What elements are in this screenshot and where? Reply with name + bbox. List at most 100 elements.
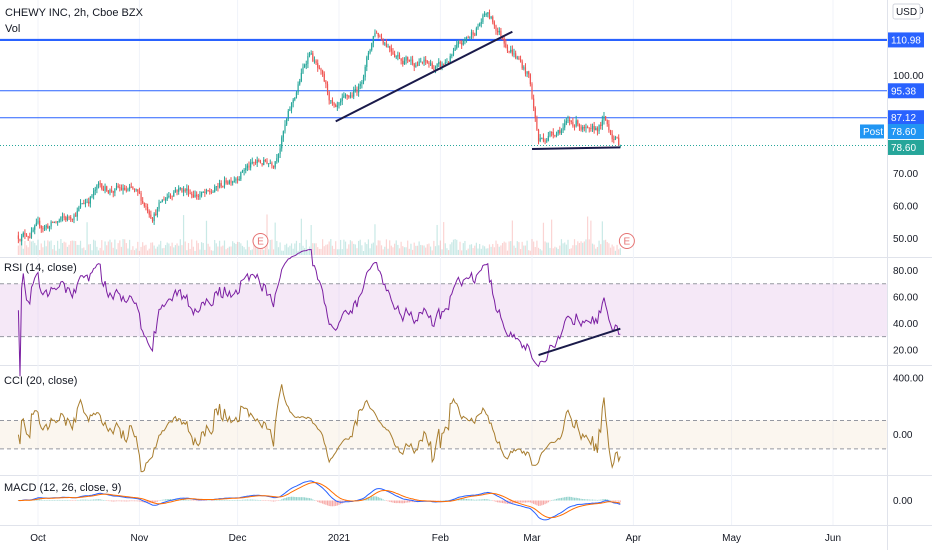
macd-histogram-bar — [410, 500, 412, 503]
macd-histogram-bar — [284, 498, 286, 501]
macd-histogram-bar — [199, 500, 201, 502]
time-axis-label: Apr — [626, 533, 642, 544]
macd-histogram-bar — [392, 500, 394, 503]
candle-body — [294, 97, 296, 100]
candle-body — [32, 229, 34, 232]
candle-body — [168, 195, 170, 198]
macd-histogram-bar — [555, 498, 558, 501]
candle-body — [148, 211, 150, 215]
macd-histogram-bar — [214, 500, 216, 501]
macd-histogram-bar — [402, 500, 404, 504]
macd-histogram-bar — [102, 500, 105, 501]
candle-body — [493, 22, 495, 26]
volume-bar — [282, 250, 284, 255]
macd-histogram-bar — [94, 499, 96, 501]
candle-body — [307, 56, 309, 64]
candle-body — [22, 232, 24, 237]
currency-badge[interactable]: USD — [892, 3, 921, 20]
macd-histogram-bar — [469, 499, 471, 501]
candle-body — [102, 189, 105, 191]
candle-body — [331, 100, 334, 103]
candle-body — [199, 195, 201, 197]
time-axis-label: Nov — [131, 533, 149, 544]
macd-histogram-bar — [323, 500, 325, 505]
candle-body — [313, 60, 316, 62]
earnings-label: E — [257, 237, 264, 248]
volume-bar — [565, 244, 567, 255]
volume-bar — [295, 240, 298, 255]
macd-histogram-bar — [107, 500, 109, 502]
price-tag-bg — [888, 32, 924, 48]
macd-histogram-bar — [286, 497, 288, 501]
volume-bar — [317, 247, 319, 255]
volume-bar — [416, 245, 419, 255]
candle-body — [547, 135, 549, 141]
candle-body — [318, 67, 320, 69]
candle-body — [395, 56, 397, 58]
volume-bar — [122, 239, 124, 255]
candle-body — [300, 72, 302, 82]
macd-histogram-bar — [333, 500, 335, 507]
macd-histogram-bar — [493, 500, 495, 502]
macd-histogram-bar — [619, 500, 621, 502]
volume-bar — [271, 239, 273, 255]
time-axis[interactable]: Oct Nov Dec 2021 Feb Mar Apr May Jun — [30, 533, 841, 544]
candle-body — [143, 202, 145, 207]
volume-bar — [313, 243, 316, 255]
macd-histogram-bar — [501, 500, 504, 504]
volume-bar — [109, 239, 111, 255]
candle-body — [254, 162, 257, 164]
candle-body — [86, 201, 88, 203]
volume-bar — [564, 242, 566, 255]
volume-bar — [410, 243, 412, 255]
volume-bar — [434, 246, 437, 255]
volume-bar — [477, 248, 479, 255]
volume-bar — [515, 247, 517, 255]
macd-histogram-bar — [475, 499, 477, 501]
macd-histogram-bar — [474, 499, 476, 501]
volume-bar — [426, 244, 428, 255]
volume-bar — [140, 246, 142, 255]
volume-bar — [560, 239, 563, 255]
candle-body — [465, 37, 468, 39]
volume-bar — [573, 239, 576, 255]
macd-histogram-bar — [289, 496, 291, 501]
candle-body — [380, 37, 383, 40]
volume-bar — [395, 240, 397, 255]
volume-bar — [281, 250, 283, 255]
volume-bar — [425, 247, 427, 255]
macd-histogram-bar — [546, 500, 548, 504]
volume-bar — [230, 246, 232, 255]
macd-histogram-bar — [492, 500, 494, 501]
volume-bar — [179, 239, 181, 255]
macd-histogram-bar — [519, 500, 522, 503]
earnings-marker: E — [252, 233, 269, 249]
price-axis[interactable]: 110.9895.3887.1278.60Post78.60120.00100.… — [860, 6, 924, 507]
candle-body — [158, 202, 160, 209]
macd-histogram-bar — [142, 500, 144, 503]
volume-bar — [63, 241, 65, 255]
macd-histogram-bar — [542, 500, 545, 505]
volume-bar — [320, 248, 322, 255]
volume-bar — [37, 239, 39, 255]
volume-bar — [125, 243, 127, 255]
trendlines[interactable] — [335, 30, 621, 151]
macd-histogram-bar — [524, 500, 527, 503]
macd-histogram-bar — [119, 500, 121, 502]
candle-body — [591, 125, 594, 129]
candle-body — [197, 195, 199, 197]
horizontal-levels[interactable] — [0, 38, 887, 146]
macd-histogram-bar — [153, 500, 155, 503]
volume-bar — [173, 247, 175, 255]
macd-histogram-bar — [191, 500, 193, 501]
volume-bar — [485, 248, 487, 255]
macd-histogram-bar — [91, 499, 93, 501]
volume-bar — [99, 247, 101, 255]
macd-histogram-bar — [274, 500, 276, 502]
candle-body — [130, 186, 132, 188]
candle-body — [474, 34, 476, 36]
candle-body — [483, 13, 486, 16]
volume-bar — [214, 239, 216, 255]
